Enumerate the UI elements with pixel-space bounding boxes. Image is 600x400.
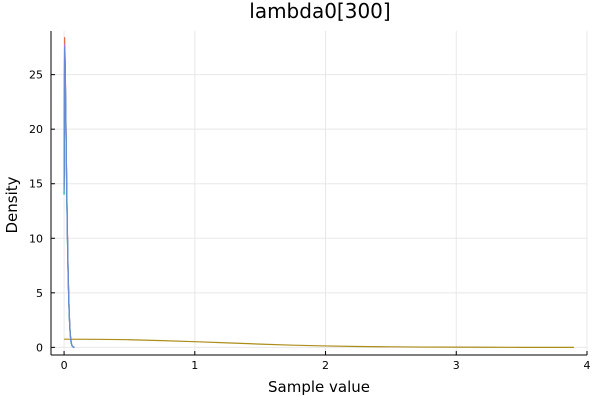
chart-title: lambda0[300]: [249, 0, 390, 23]
x-axis-label: Sample value: [268, 378, 370, 396]
x-tick-label: 3: [453, 359, 460, 372]
x-tick-label: 0: [61, 359, 68, 372]
axes-layer: [50, 31, 587, 356]
ticks-layer: 0 1 2 3 4 0 5 10 15 20 25: [29, 69, 591, 372]
y-tick-label: 10: [29, 232, 43, 245]
x-tick-label: 2: [322, 359, 329, 372]
series-line-4: [64, 338, 574, 348]
y-tick-label: 5: [36, 287, 43, 300]
series-line-6: [63, 46, 75, 348]
y-tick-label: 25: [29, 69, 43, 82]
series-layer: [63, 36, 574, 348]
y-axis-label: Density: [3, 176, 21, 233]
y-tick-label: 20: [29, 123, 43, 136]
y-tick-label: 15: [29, 178, 43, 191]
x-tick-label: 4: [584, 359, 591, 372]
grid-layer: [51, 31, 588, 355]
y-tick-label: 0: [36, 341, 43, 354]
x-tick-label: 1: [191, 359, 198, 372]
